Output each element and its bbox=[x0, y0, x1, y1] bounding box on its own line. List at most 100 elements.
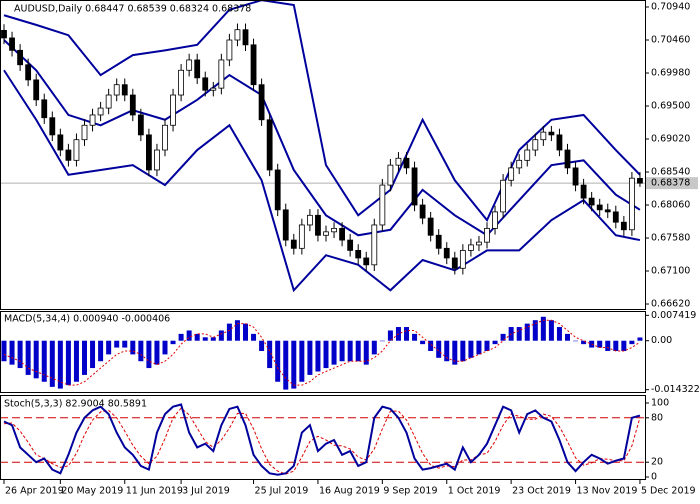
x-tick-label: 1 Oct 2019 bbox=[448, 486, 501, 497]
last-price-box bbox=[646, 177, 698, 190]
y-tick-label: 0.69020 bbox=[651, 134, 690, 145]
candle-body bbox=[588, 197, 595, 206]
candle-body bbox=[629, 177, 635, 231]
macd-bar bbox=[82, 340, 87, 375]
candle-body bbox=[516, 159, 523, 169]
y-tick-label: 20 bbox=[651, 457, 663, 468]
candle-body bbox=[637, 178, 643, 184]
macd-bar bbox=[226, 323, 232, 341]
macd-bar bbox=[404, 327, 409, 341]
candle-body bbox=[81, 124, 88, 141]
band-middle bbox=[3, 39, 641, 237]
macd-bar bbox=[468, 340, 474, 358]
candle-body bbox=[145, 134, 152, 171]
macd-bar bbox=[500, 333, 506, 341]
candle-body bbox=[459, 249, 466, 269]
macd-bar bbox=[202, 337, 208, 341]
candle-body bbox=[306, 214, 313, 226]
candle-body bbox=[548, 131, 555, 136]
candle-body bbox=[186, 59, 193, 71]
candle-body bbox=[226, 39, 233, 61]
macd-bar bbox=[476, 340, 482, 355]
macd-bar bbox=[532, 320, 538, 341]
macd-bar bbox=[283, 340, 289, 390]
candle-body bbox=[49, 117, 56, 136]
candle-body bbox=[427, 217, 434, 236]
candle-body bbox=[476, 241, 482, 246]
candle-body bbox=[105, 94, 112, 109]
macd-bar bbox=[581, 340, 587, 345]
stoch-label: Stoch(5,3,3) 82.9004 80.5891 bbox=[4, 399, 147, 410]
stoch-panel-border bbox=[0, 395, 646, 480]
macd-bar bbox=[492, 340, 498, 345]
macd-bar bbox=[98, 340, 104, 362]
candle-body bbox=[258, 84, 265, 121]
macd-bar bbox=[138, 340, 144, 362]
candle-body bbox=[419, 204, 426, 219]
candle-body bbox=[65, 149, 72, 161]
candle-body bbox=[17, 49, 24, 66]
x-tick-label: 16 Aug 2019 bbox=[319, 486, 380, 497]
candle-body bbox=[467, 244, 474, 251]
macd-signal bbox=[3, 319, 641, 386]
macd-bar bbox=[178, 333, 184, 341]
candle-body bbox=[580, 184, 587, 199]
y-tick-label: 0.70940 bbox=[651, 2, 690, 13]
candle-body bbox=[242, 29, 249, 46]
macd-bar bbox=[291, 340, 297, 389]
candle-body bbox=[435, 234, 442, 249]
macd-bar bbox=[548, 320, 554, 341]
macd-bar bbox=[379, 340, 385, 342]
macd-bar bbox=[387, 330, 393, 341]
macd-bar bbox=[363, 340, 369, 365]
last-price-label: 0.68378 bbox=[651, 178, 690, 189]
macd-bar bbox=[460, 340, 466, 362]
candle-body bbox=[210, 87, 217, 91]
macd-bar bbox=[25, 340, 31, 375]
candle-body bbox=[604, 209, 611, 213]
macd-bar bbox=[218, 330, 224, 341]
macd-bar bbox=[33, 340, 39, 379]
candle-body bbox=[403, 157, 410, 169]
y-tick-label: 0.68540 bbox=[651, 167, 690, 178]
macd-bar bbox=[146, 340, 152, 369]
x-tick-label: 13 Nov 2019 bbox=[577, 486, 638, 497]
y-tick-label: -0.014322 bbox=[651, 384, 700, 395]
y-tick-label: 0 bbox=[651, 472, 657, 483]
candle-body bbox=[162, 124, 168, 151]
macd-bar bbox=[114, 340, 120, 348]
stoch-d bbox=[3, 407, 641, 475]
candle-body bbox=[612, 211, 619, 223]
macd-bar bbox=[605, 340, 611, 351]
macd-bar bbox=[194, 333, 200, 341]
band-lower bbox=[3, 69, 641, 293]
candle-body bbox=[620, 221, 627, 231]
candle-body bbox=[411, 167, 418, 206]
macd-bar bbox=[259, 340, 265, 351]
candle-body bbox=[564, 149, 571, 169]
candle-body bbox=[484, 227, 490, 243]
macd-bar bbox=[331, 340, 337, 365]
macd-bar bbox=[516, 327, 522, 341]
candle-body bbox=[508, 167, 515, 181]
macd-bar bbox=[597, 340, 603, 348]
macd-bar bbox=[106, 340, 112, 355]
y-tick-label: 0.69980 bbox=[651, 68, 690, 79]
candle-body bbox=[202, 77, 209, 91]
candle-body bbox=[331, 227, 337, 233]
candle-body bbox=[339, 227, 346, 241]
candle-body bbox=[57, 134, 64, 151]
macd-bar bbox=[452, 340, 458, 365]
candle-body bbox=[41, 99, 48, 119]
candle-body bbox=[451, 257, 458, 269]
candle-body bbox=[443, 247, 450, 259]
x-tick-label: 11 Jun 2019 bbox=[126, 486, 183, 497]
x-tick-label: 20 May 2019 bbox=[61, 486, 123, 497]
candle-body bbox=[379, 184, 386, 226]
candle-body bbox=[89, 114, 96, 126]
candle-body bbox=[395, 157, 402, 166]
candle-body bbox=[73, 139, 80, 161]
candle-body bbox=[1, 29, 7, 39]
candle-body bbox=[250, 44, 257, 86]
y-tick-label: 0.00 bbox=[651, 335, 672, 346]
